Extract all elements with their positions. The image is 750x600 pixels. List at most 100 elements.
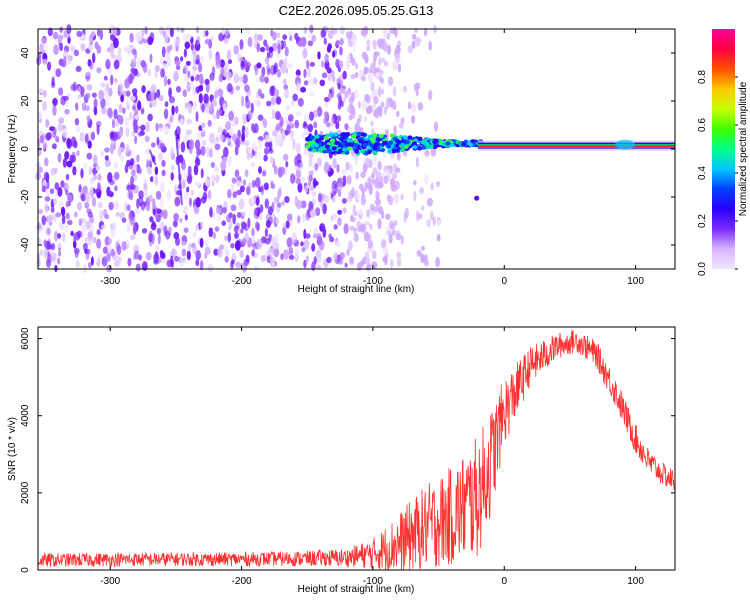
noise-cell xyxy=(145,203,150,212)
noise-cell xyxy=(243,258,250,266)
noise-cell xyxy=(53,44,59,56)
noise-cell xyxy=(326,256,332,264)
noise-cell xyxy=(327,43,333,50)
noise-cell xyxy=(85,92,91,99)
noise-cell xyxy=(200,220,204,230)
x-tick-label: -200 xyxy=(232,576,252,587)
noise-cell xyxy=(363,116,368,123)
noise-cell xyxy=(271,183,276,189)
noise-cell xyxy=(209,148,213,158)
noise-cell xyxy=(90,189,95,199)
signal-cell xyxy=(318,136,324,141)
signal-cell xyxy=(407,135,413,140)
noise-cell xyxy=(306,66,312,78)
noise-cell xyxy=(218,74,224,83)
noise-cell xyxy=(186,250,191,261)
noise-cell xyxy=(208,104,213,113)
signal-cell xyxy=(333,132,339,137)
noise-cell xyxy=(156,227,162,235)
noise-cell xyxy=(276,137,282,148)
noise-cell xyxy=(129,95,136,102)
bottom-x-ticks: -300 -200 -100 0 100 xyxy=(100,327,644,587)
noise-cell xyxy=(261,170,267,177)
noise-cell xyxy=(301,132,305,139)
noise-cell xyxy=(44,157,49,167)
colorbar-tick-label: 0.2 xyxy=(697,214,708,228)
noise-cell xyxy=(363,25,369,36)
noise-cell xyxy=(44,196,51,202)
noise-cell xyxy=(93,154,98,165)
noise-cell xyxy=(384,106,387,115)
noise-cell xyxy=(290,173,295,184)
noise-cell xyxy=(254,151,261,159)
noise-cell xyxy=(72,81,77,92)
noise-cell xyxy=(276,112,282,119)
noise-cell xyxy=(60,180,65,188)
noise-cell xyxy=(234,240,241,251)
signal-cell xyxy=(324,144,330,149)
noise-cell xyxy=(93,106,98,116)
noise-cell xyxy=(76,30,83,37)
noise-cell xyxy=(281,200,285,206)
signal-cell xyxy=(339,136,344,142)
noise-cell xyxy=(280,166,286,176)
noise-cell xyxy=(225,120,232,131)
noise-cell xyxy=(86,115,91,123)
x-tick-label: 0 xyxy=(501,576,507,587)
signal-cell xyxy=(449,142,455,148)
streak-mark xyxy=(148,149,157,166)
noise-cell xyxy=(228,225,232,231)
noise-cell xyxy=(246,152,250,161)
noise-cell xyxy=(256,238,263,250)
noise-cell xyxy=(72,166,77,176)
noise-cell xyxy=(42,101,47,112)
noise-cell xyxy=(105,254,111,262)
noise-cell xyxy=(388,220,394,230)
noise-cell xyxy=(39,134,45,144)
noise-cell xyxy=(280,253,284,261)
signal-cell xyxy=(311,148,317,153)
noise-cell xyxy=(182,33,188,42)
noise-cell xyxy=(258,213,263,220)
noise-cell xyxy=(201,31,205,37)
noise-cell xyxy=(125,98,130,107)
noise-cell xyxy=(260,255,267,262)
snr-frame xyxy=(37,326,676,571)
noise-cell xyxy=(315,207,321,217)
noise-cell xyxy=(257,114,264,121)
noise-cell xyxy=(204,38,211,45)
noise-cell xyxy=(277,189,281,200)
noise-cell xyxy=(412,33,417,40)
noise-cell xyxy=(172,220,178,228)
noise-cell xyxy=(113,59,120,70)
noise-cell xyxy=(239,185,245,193)
noise-cell xyxy=(173,70,179,82)
noise-cell xyxy=(283,153,289,161)
noise-cell xyxy=(60,206,66,217)
noise-cell xyxy=(426,197,433,207)
noise-cell xyxy=(96,28,101,37)
noise-cell xyxy=(301,212,306,223)
noise-cell xyxy=(208,227,214,238)
noise-cell xyxy=(200,168,204,179)
noise-cell xyxy=(129,234,136,241)
noise-cell xyxy=(78,184,82,193)
noise-cell xyxy=(130,58,137,68)
noise-cell xyxy=(383,175,389,184)
noise-cell xyxy=(423,254,428,263)
noise-cell xyxy=(217,246,221,258)
noise-cell xyxy=(301,36,307,47)
noise-cell xyxy=(72,240,77,249)
noise-cell xyxy=(87,211,94,218)
noise-cell xyxy=(318,192,322,203)
noise-cell xyxy=(108,87,113,97)
noise-cell xyxy=(201,128,206,137)
noise-cell xyxy=(57,243,63,249)
noise-cell xyxy=(407,45,413,54)
noise-cell xyxy=(214,143,221,151)
noise-cell xyxy=(395,233,402,241)
noise-cell xyxy=(311,191,317,197)
noise-cell xyxy=(87,140,92,149)
noise-cell xyxy=(300,161,304,170)
